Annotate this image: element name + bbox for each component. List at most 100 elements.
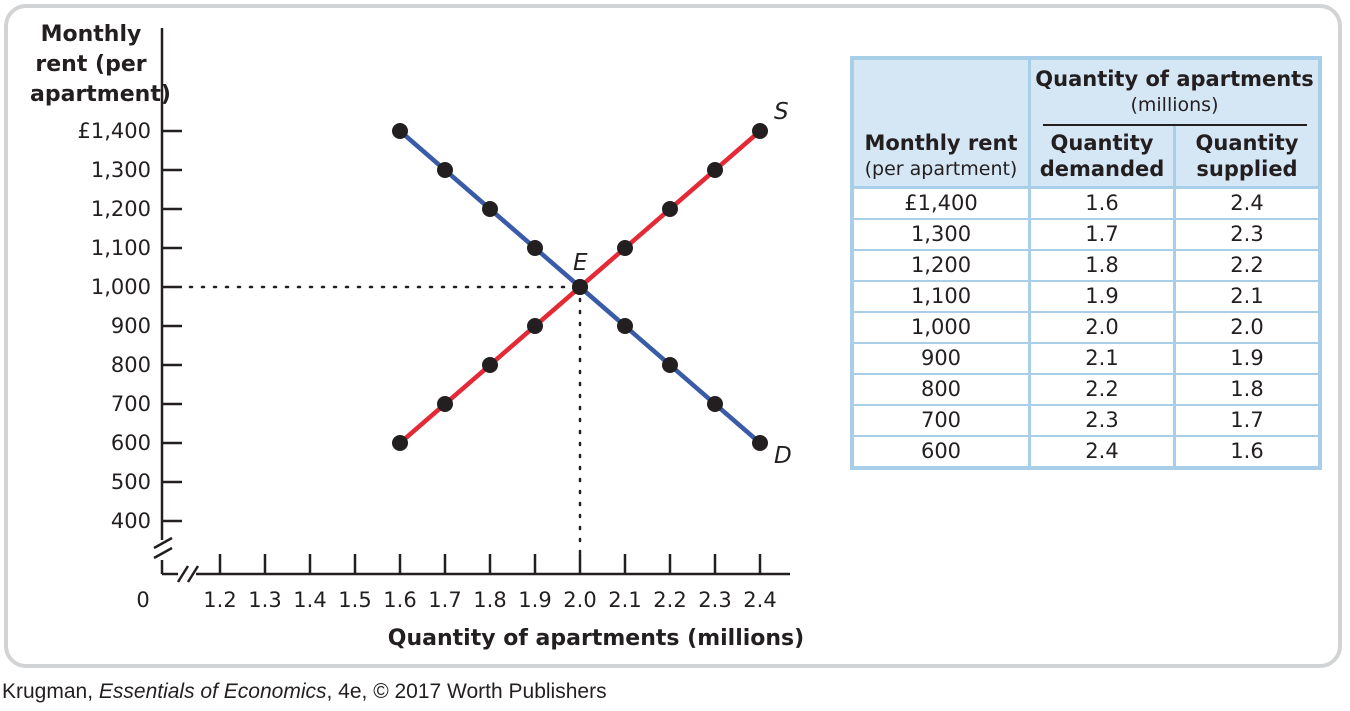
y-tick-label: 600: [111, 431, 151, 455]
table-row: 700 2.3 1.7: [850, 404, 1322, 436]
x-axis-break-mark: [186, 565, 200, 583]
demand-point: [662, 357, 678, 373]
cell-demanded: 1.9: [1028, 280, 1176, 312]
table-row: 1,000 2.0 2.0: [850, 311, 1322, 343]
y-axis-break-mark: [153, 536, 173, 550]
header-group-rule: [1042, 124, 1307, 126]
cell-rent: 800: [850, 373, 1031, 405]
cell-demanded: 2.1: [1028, 342, 1176, 374]
cell-rent: 1,000: [850, 311, 1031, 343]
y-axis-label-line-2: rent (per: [35, 52, 147, 77]
supply-point: [752, 123, 768, 139]
y-tick-label: 900: [111, 314, 151, 338]
header-quantity-group: Quantity of apartments (millions): [1028, 58, 1322, 126]
y-axis-label: Monthly rent (per apartment): [30, 20, 171, 110]
table-row: 1,100 1.9 2.1: [850, 280, 1322, 312]
x-axis-break-mark: [176, 565, 190, 583]
cell-rent: 600: [850, 435, 1031, 468]
x-tick-label: 2.0: [563, 588, 596, 612]
x-tick-label: 1.5: [338, 588, 371, 612]
y-tick-label: 1,000: [91, 275, 151, 299]
x-tick-label: 1.9: [518, 588, 551, 612]
cell-supplied: 1.7: [1173, 404, 1322, 436]
demand-point: [707, 396, 723, 412]
cell-rent: 1,300: [850, 218, 1031, 250]
cell-supplied: 2.0: [1173, 311, 1322, 343]
cell-demanded: 1.8: [1028, 249, 1176, 281]
x-tick-label: 2.2: [653, 588, 686, 612]
y-tick-label: 1,200: [91, 197, 151, 221]
header-quantity-supplied: Quantity supplied: [1173, 126, 1322, 188]
cell-demanded: 2.4: [1028, 435, 1176, 468]
x-tick-label: 2.4: [743, 588, 776, 612]
header-demanded-line-1: Quantity: [1050, 131, 1154, 155]
origin-label: 0: [136, 588, 149, 612]
demand-point: [392, 123, 408, 139]
cell-supplied: 1.9: [1173, 342, 1322, 374]
demand-curve-label: D: [774, 443, 792, 469]
y-tick-label: 1,300: [91, 158, 151, 182]
cell-supplied: 2.2: [1173, 249, 1322, 281]
x-tick-label: 1.2: [203, 588, 236, 612]
y-axis-label-line-1: Monthly: [40, 22, 142, 47]
table-body: £1,400 1.6 2.4 1,300 1.7 2.3 1,200 1.8 2.2 1,100 1…: [850, 186, 1322, 468]
credit-book-title: Essentials of Economics: [98, 680, 327, 703]
x-tick-label: 2.3: [698, 588, 731, 612]
y-tick-label: 800: [111, 353, 151, 377]
supply-point: [572, 279, 588, 295]
rent-schedule-table: Monthly rent (per apartment) Quantity of…: [850, 56, 1322, 470]
equilibrium-label: E: [573, 250, 588, 276]
x-axis-label: Quantity of apartments (millions): [388, 626, 804, 651]
demand-point: [752, 435, 768, 451]
x-tick-label: 1.6: [383, 588, 416, 612]
supply-point: [482, 357, 498, 373]
table-row: £1,400 1.6 2.4: [850, 186, 1322, 219]
header-monthly-rent: Monthly rent (per apartment): [850, 58, 1031, 188]
cell-demanded: 2.3: [1028, 404, 1176, 436]
cell-supplied: 2.1: [1173, 280, 1322, 312]
header-quantity-demanded: Quantity demanded: [1028, 126, 1176, 188]
cell-rent: 1,200: [850, 249, 1031, 281]
supply-point: [617, 240, 633, 256]
demand-point: [527, 240, 543, 256]
supply-curve-label: S: [774, 99, 789, 125]
table-row: 1,300 1.7 2.3: [850, 218, 1322, 250]
credit-line: Krugman, Essentials of Economics, 4e, © …: [2, 680, 607, 704]
demand-point: [617, 318, 633, 334]
header-group-line-1: Quantity of apartments: [1035, 67, 1314, 91]
supply-demand-chart: £1,400 1,300 1,200 1,100 1,000 900 800 700 600 50…: [78, 28, 804, 651]
demand-point: [437, 162, 453, 178]
x-tick-label: 1.3: [248, 588, 281, 612]
cell-rent: 1,100: [850, 280, 1031, 312]
cell-rent: £1,400: [850, 186, 1031, 219]
figure-frame: [4, 4, 1342, 668]
header-supplied-line-1: Quantity: [1195, 131, 1299, 155]
supply-point: [392, 435, 408, 451]
supply-point: [662, 201, 678, 217]
y-tick-label: 400: [111, 509, 151, 533]
cell-demanded: 2.2: [1028, 373, 1176, 405]
header-demanded-line-2: demanded: [1039, 157, 1165, 181]
cell-demanded: 2.0: [1028, 311, 1176, 343]
table-row: 800 2.2 1.8: [850, 373, 1322, 405]
credit-rest: , 4e, © 2017 Worth Publishers: [326, 680, 607, 703]
y-tick-label: 1,100: [91, 236, 151, 260]
y-axis-label-line-3: apartment): [30, 82, 171, 107]
y-tick-label: £1,400: [78, 119, 151, 143]
x-tick-label: 1.7: [428, 588, 461, 612]
cell-rent: 900: [850, 342, 1031, 374]
y-axis-break-mark: [153, 546, 173, 560]
header-group-line-2: (millions): [1130, 94, 1219, 116]
table-row: 1,200 1.8 2.2: [850, 249, 1322, 281]
x-tick-label: 1.8: [473, 588, 506, 612]
y-tick-label: 500: [111, 470, 151, 494]
table-row: 600 2.4 1.6: [850, 435, 1322, 468]
cell-rent: 700: [850, 404, 1031, 436]
supply-point: [527, 318, 543, 334]
supply-point: [707, 162, 723, 178]
x-tick-label: 1.4: [293, 588, 326, 612]
y-tick-label: 700: [111, 392, 151, 416]
cell-demanded: 1.7: [1028, 218, 1176, 250]
x-tick-label: 2.1: [608, 588, 641, 612]
header-rent-line-2: (per apartment): [864, 158, 1018, 180]
